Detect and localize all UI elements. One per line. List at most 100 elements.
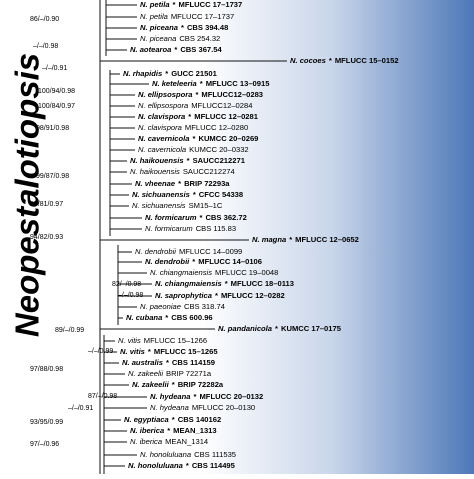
strain: MFLUCC 20–0132 <box>199 392 263 401</box>
taxon-name: N. hydeana <box>150 392 191 401</box>
strain: MFLUCC 14–0099 <box>179 247 242 256</box>
type-marker: * <box>289 235 292 244</box>
strain: CBS 362.72 <box>205 213 246 222</box>
support-value: 86/–/0.90 <box>30 16 59 23</box>
strain: KUMCC 20–0332 <box>189 145 249 154</box>
taxon-label: N. chiangmaiensis MFLUCC 19–0048 <box>150 268 278 277</box>
taxon-label: N. aotearoa * CBS 367.54 <box>130 45 222 54</box>
type-marker: * <box>186 461 189 470</box>
taxon-name: N. piceana <box>140 23 178 32</box>
taxon-name: N. ellipsospora <box>138 90 192 99</box>
support-value: 82/–/0.98 <box>112 281 141 288</box>
taxon-label: N. haikouensis * SAUCC212271 <box>130 156 246 165</box>
support-value: 97/–/0.96 <box>30 441 59 448</box>
taxon-label: N. hydeana MFLUCC 20–0130 <box>150 403 255 412</box>
strain: CBS 140162 <box>178 415 221 424</box>
taxon-label: N. petila * MFLUCC 17–1737 <box>140 0 242 9</box>
strain: CBS 600.96 <box>171 313 212 322</box>
taxon-name: N. saprophytica <box>155 291 212 300</box>
taxon-label: N. piceana CBS 254.32 <box>140 34 220 43</box>
support-value: –/–/0.91 <box>42 65 67 72</box>
strain: CBS 111535 <box>194 450 236 459</box>
strain: MFLUCC 15–0152 <box>335 56 399 65</box>
strain: GUCC 21501 <box>171 69 217 78</box>
taxon-label: N. clavispora MFLUCC 12–0280 <box>138 123 248 132</box>
taxon-name: N. chiangmaiensis <box>150 268 212 277</box>
taxon-label: N. australis * CBS 114159 <box>122 358 215 367</box>
taxon-label: N. cavernicola KUMCC 20–0332 <box>138 145 249 154</box>
taxon-label: N. egyptiaca * CBS 140162 <box>124 415 221 424</box>
taxon-label: N. vitis * MFLUCC 15–1265 <box>120 347 218 356</box>
type-marker: * <box>194 392 197 401</box>
taxon-label: N. dendrobii MFLUCC 14–0099 <box>135 247 242 256</box>
taxon-name: N. sichuanensis <box>132 190 190 199</box>
taxon-label: N. petila MFLUCC 17–1737 <box>140 12 234 21</box>
taxon-name: N. rhapidis <box>123 69 162 78</box>
taxon-label: N. dendrobii * MFLUCC 14–0106 <box>145 257 262 266</box>
support-value: 85/81/0.97 <box>30 201 63 208</box>
taxon-label: N. ellipsospora * MFLUCC12–0283 <box>138 90 263 99</box>
taxon-label: N. honoluluana CBS 111535 <box>140 450 236 459</box>
support-value: 99/87/0.98 <box>36 173 69 180</box>
type-marker: * <box>172 415 175 424</box>
taxon-name: N. haikouensis <box>130 167 180 176</box>
strain: MFLUCC 17–1737 <box>171 12 234 21</box>
taxon-name: N. magna <box>252 235 286 244</box>
taxon-name: N. egyptiaca <box>124 415 169 424</box>
strain: BRIP 72271a <box>166 369 212 378</box>
taxon-label: N. vitis MFLUCC 15–1266 <box>118 336 207 345</box>
taxon-label: N. zakeelii * BRIP 72282a <box>132 380 224 389</box>
strain: MFLUCC 12–0281 <box>194 112 259 121</box>
support-value: 93/95/0.99 <box>30 419 63 426</box>
taxon-name: N. dendrobii <box>135 247 176 256</box>
taxon-label: N. clavispora * MFLUCC 12–0281 <box>138 112 259 121</box>
strain: MFLUCC 17–1737 <box>179 0 243 9</box>
strain: MFLUCC12–0284 <box>191 101 252 110</box>
taxon-name: N. keteleeria <box>152 79 197 88</box>
type-marker: * <box>215 291 218 300</box>
taxon-name: N. zakeelii <box>132 380 170 389</box>
taxon-label: N. zakeelii BRIP 72271a <box>128 369 212 378</box>
type-marker: * <box>225 279 228 288</box>
support-value: 89/–/0.99 <box>55 327 84 334</box>
taxon-name: N. petila <box>140 12 168 21</box>
taxon-name: N. aotearoa <box>130 45 171 54</box>
taxon-name: N. chiangmaiensis <box>155 279 222 288</box>
support-value: –/–/0.91 <box>68 405 93 412</box>
type-marker: * <box>167 426 170 435</box>
support-value: 87/–/0.98 <box>88 393 117 400</box>
type-marker: * <box>166 358 169 367</box>
strain: MFLUCC 15–1266 <box>144 336 207 345</box>
strain: MFLUCC 12–0652 <box>295 235 359 244</box>
taxon-name: N. zakeelii <box>128 369 163 378</box>
type-marker: * <box>195 90 198 99</box>
taxon-label: N. chiangmaiensis * MFLUCC 18–0113 <box>155 279 294 288</box>
support-value: –/–/0.98 <box>118 292 143 299</box>
taxon-name: N. cocoes <box>290 56 326 65</box>
taxon-name: N. piceana <box>140 34 176 43</box>
strain: CBS 114495 <box>192 461 236 470</box>
taxon-label: N. formicarum * CBS 362.72 <box>145 213 247 222</box>
strain: MFLUCC 15–1265 <box>154 347 219 356</box>
taxon-label: N. hydeana * MFLUCC 20–0132 <box>150 392 263 401</box>
support-value: 100/84/0.97 <box>38 103 75 110</box>
strain: BRIP 72282a <box>178 380 224 389</box>
support-value: 100/94/0.98 <box>38 88 75 95</box>
type-marker: * <box>173 0 176 9</box>
strain: CBS 318.74 <box>184 302 225 311</box>
type-marker: * <box>181 23 184 32</box>
taxon-label: N. cocoes * MFLUCC 15–0152 <box>290 56 399 65</box>
taxon-name: N. cubana <box>126 313 162 322</box>
strain: SM15–1C <box>189 201 223 210</box>
clade-label: Neopestalotiopsis <box>9 53 46 337</box>
strain: MFLUCC 18–0113 <box>231 279 294 288</box>
taxon-label: N. paeoniae CBS 318.74 <box>140 302 225 311</box>
taxon-label: N. vheenae * BRIP 72293a <box>135 179 230 188</box>
strain: MFLUCC 20–0130 <box>192 403 255 412</box>
type-marker: * <box>188 112 191 121</box>
strain: MFLUCC 12–0282 <box>221 291 285 300</box>
taxon-name: N. formicarum <box>145 224 193 233</box>
strain: MFLUCC 14–0106 <box>198 257 262 266</box>
